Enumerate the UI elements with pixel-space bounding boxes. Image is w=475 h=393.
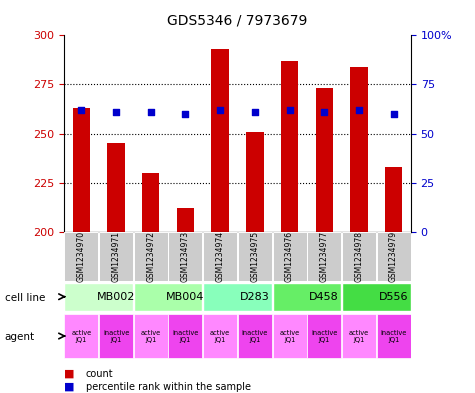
Text: active
JQ1: active JQ1 bbox=[71, 329, 92, 343]
Text: active
JQ1: active JQ1 bbox=[210, 329, 230, 343]
Bar bbox=[307, 232, 341, 281]
Bar bbox=[107, 143, 125, 232]
Text: active
JQ1: active JQ1 bbox=[141, 329, 161, 343]
Bar bbox=[273, 314, 306, 358]
Point bbox=[320, 109, 328, 115]
Bar bbox=[203, 232, 237, 281]
Text: cell line: cell line bbox=[5, 292, 45, 303]
Bar bbox=[99, 232, 133, 281]
Text: GSM1234975: GSM1234975 bbox=[250, 231, 259, 282]
Bar bbox=[273, 283, 341, 311]
Bar bbox=[342, 314, 376, 358]
Bar bbox=[350, 67, 368, 232]
Bar bbox=[246, 132, 264, 232]
Point bbox=[251, 109, 259, 115]
Bar bbox=[377, 232, 410, 281]
Bar bbox=[134, 314, 168, 358]
Bar bbox=[134, 232, 168, 281]
Text: active
JQ1: active JQ1 bbox=[349, 329, 369, 343]
Text: percentile rank within the sample: percentile rank within the sample bbox=[86, 382, 250, 392]
Text: GSM1234970: GSM1234970 bbox=[77, 231, 86, 282]
Text: GSM1234978: GSM1234978 bbox=[354, 231, 363, 282]
Text: GSM1234979: GSM1234979 bbox=[389, 231, 398, 282]
Bar bbox=[342, 232, 376, 281]
Bar bbox=[211, 49, 229, 232]
Text: count: count bbox=[86, 369, 113, 379]
Point bbox=[217, 107, 224, 113]
Text: MB002: MB002 bbox=[97, 292, 135, 302]
Bar bbox=[307, 314, 341, 358]
Bar bbox=[315, 88, 333, 232]
Text: inactive
JQ1: inactive JQ1 bbox=[103, 329, 129, 343]
Bar bbox=[177, 208, 194, 232]
Bar bbox=[203, 314, 237, 358]
Text: ■: ■ bbox=[64, 369, 75, 379]
Point bbox=[147, 109, 155, 115]
Bar bbox=[342, 283, 410, 311]
Text: inactive
JQ1: inactive JQ1 bbox=[172, 329, 199, 343]
Bar bbox=[281, 61, 298, 232]
Text: ■: ■ bbox=[64, 382, 75, 392]
Text: D556: D556 bbox=[379, 292, 408, 302]
Bar bbox=[377, 314, 410, 358]
Text: MB004: MB004 bbox=[166, 292, 205, 302]
Point bbox=[286, 107, 294, 113]
Bar bbox=[273, 232, 306, 281]
Text: GSM1234976: GSM1234976 bbox=[285, 231, 294, 282]
Bar bbox=[169, 314, 202, 358]
Text: GSM1234974: GSM1234974 bbox=[216, 231, 225, 282]
Bar bbox=[65, 232, 98, 281]
Bar bbox=[238, 314, 272, 358]
Bar bbox=[73, 108, 90, 232]
Text: inactive
JQ1: inactive JQ1 bbox=[380, 329, 407, 343]
Bar bbox=[169, 232, 202, 281]
Text: agent: agent bbox=[5, 332, 35, 342]
Text: D458: D458 bbox=[309, 292, 339, 302]
Text: GSM1234973: GSM1234973 bbox=[181, 231, 190, 282]
Bar bbox=[134, 283, 202, 311]
Bar bbox=[65, 314, 98, 358]
Text: GDS5346 / 7973679: GDS5346 / 7973679 bbox=[167, 14, 308, 28]
Text: inactive
JQ1: inactive JQ1 bbox=[242, 329, 268, 343]
Bar bbox=[203, 283, 272, 311]
Text: GSM1234971: GSM1234971 bbox=[112, 231, 121, 282]
Bar bbox=[385, 167, 402, 232]
Point bbox=[78, 107, 86, 113]
Point bbox=[181, 111, 189, 117]
Bar bbox=[99, 314, 133, 358]
Text: D283: D283 bbox=[240, 292, 270, 302]
Bar bbox=[142, 173, 160, 232]
Point bbox=[113, 109, 120, 115]
Bar bbox=[238, 232, 272, 281]
Text: inactive
JQ1: inactive JQ1 bbox=[311, 329, 337, 343]
Text: active
JQ1: active JQ1 bbox=[279, 329, 300, 343]
Point bbox=[390, 111, 397, 117]
Bar bbox=[65, 283, 133, 311]
Text: GSM1234977: GSM1234977 bbox=[320, 231, 329, 282]
Point bbox=[355, 107, 363, 113]
Text: GSM1234972: GSM1234972 bbox=[146, 231, 155, 282]
